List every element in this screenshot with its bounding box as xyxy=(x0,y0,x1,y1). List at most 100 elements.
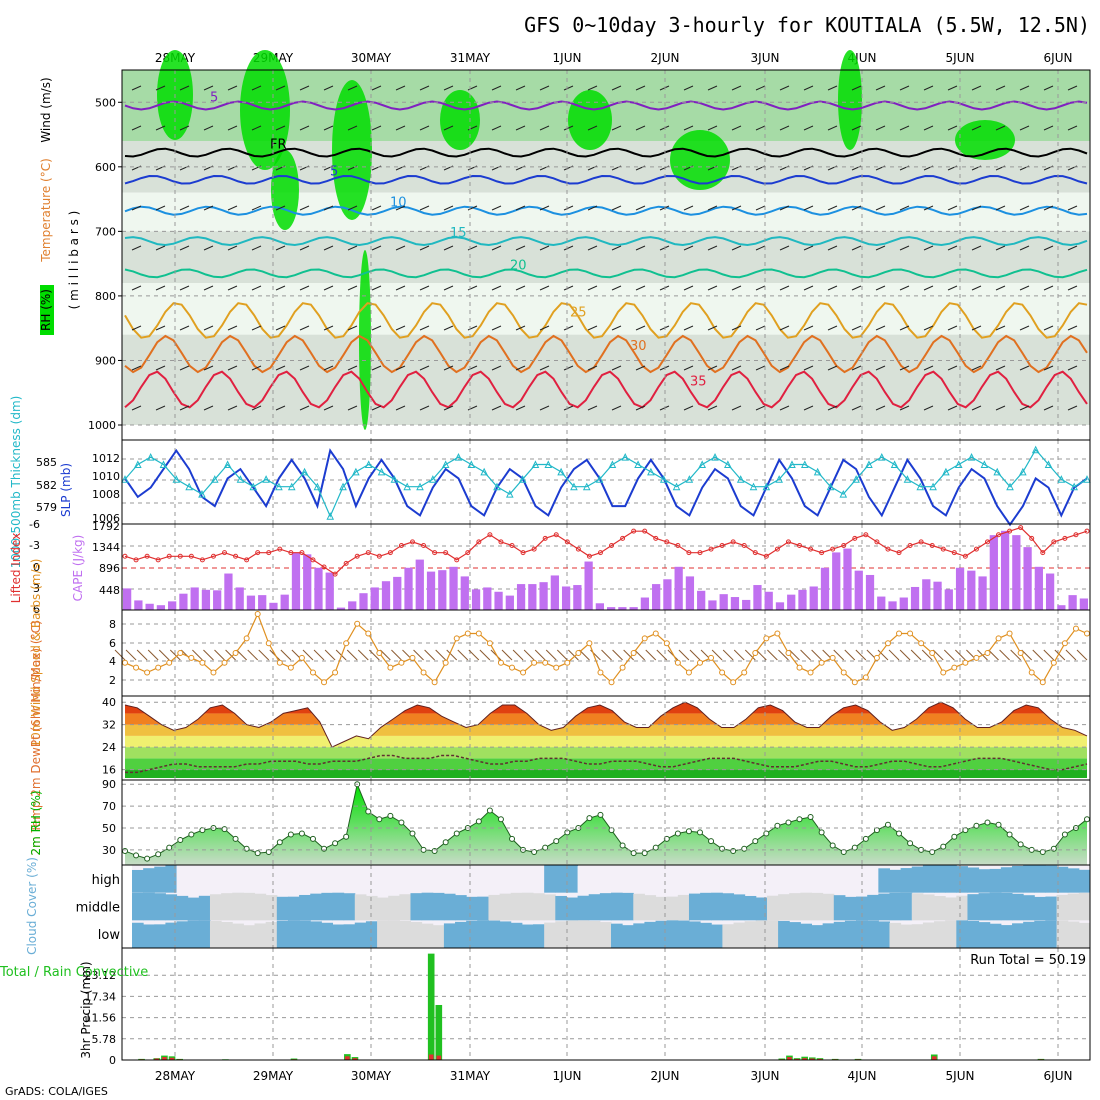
rh-marker xyxy=(708,838,715,845)
lifted-index-marker xyxy=(642,528,648,534)
date-label-top: 3JUN xyxy=(751,51,780,65)
lifted-index-marker xyxy=(973,546,979,552)
wind-speed-marker xyxy=(542,659,549,666)
cloud-cell xyxy=(833,865,846,893)
date-label-bottom: 6JUN xyxy=(1044,1069,1073,1083)
wind-speed-marker xyxy=(630,650,637,656)
y-tick-label: 24 xyxy=(102,741,116,754)
lifted-index-marker xyxy=(421,543,427,548)
wind-barb xyxy=(419,205,430,211)
wind-barb xyxy=(1043,205,1054,211)
cloud-cell xyxy=(399,894,411,921)
cloud-cell xyxy=(377,897,389,921)
wind-barb xyxy=(313,649,325,661)
cloud-cell xyxy=(265,865,278,893)
wind-barb xyxy=(995,325,1006,331)
rh-marker xyxy=(884,821,891,828)
rh-marker xyxy=(276,839,283,846)
wind-barb xyxy=(368,649,380,661)
cloud-cell xyxy=(154,893,166,921)
cloud-cell xyxy=(533,924,545,948)
lifted-index-marker xyxy=(1073,532,1079,538)
cloud-cell xyxy=(443,923,456,948)
lifted-index-marker xyxy=(409,539,415,545)
wind-barb xyxy=(755,245,766,251)
wind-barb xyxy=(875,285,886,291)
wind-speed-marker xyxy=(730,679,737,686)
lifted-index-marker xyxy=(398,543,404,548)
thickness-marker xyxy=(865,460,873,468)
cloud-cell xyxy=(432,892,445,921)
cloud-cell xyxy=(287,920,300,948)
cloud-cell xyxy=(978,893,991,921)
thickness-marker xyxy=(698,460,707,468)
date-label-bottom: 4JUN xyxy=(848,1069,877,1083)
lifted-index-marker xyxy=(177,553,183,559)
wind-barb xyxy=(563,85,574,91)
cloud-cell xyxy=(488,866,501,893)
cloud-cell xyxy=(889,892,902,921)
cloud-cell xyxy=(388,920,400,948)
cape-bar xyxy=(494,591,503,610)
wind-barb xyxy=(395,205,406,211)
wind-barb xyxy=(947,325,958,331)
wind-barb xyxy=(851,365,862,371)
cloud-cell xyxy=(221,869,233,893)
wind-speed-marker xyxy=(243,635,250,642)
cloud-cell xyxy=(1045,920,1058,948)
wind-barb xyxy=(299,365,310,371)
wind-barb xyxy=(611,365,622,371)
lifted-index-marker xyxy=(951,550,957,556)
cape-bar xyxy=(697,590,706,610)
isotherm-label: FR xyxy=(270,138,287,153)
cloud-cell xyxy=(410,922,423,948)
wind-barb xyxy=(731,125,742,131)
wind-speed-marker xyxy=(641,635,648,642)
lifted-index-marker xyxy=(354,553,360,559)
lifted-index-line xyxy=(124,526,1088,575)
lifted-index-marker xyxy=(841,543,847,548)
date-label-bottom: 30MAY xyxy=(351,1069,392,1083)
wind-speed-marker xyxy=(862,674,869,681)
cloud-cell xyxy=(833,921,846,948)
wind-barb xyxy=(844,649,856,661)
rh-marker xyxy=(321,845,328,852)
wind-barb xyxy=(251,245,262,251)
wind-speed-marker xyxy=(166,659,173,666)
wind-barb xyxy=(203,325,214,331)
wind-barb xyxy=(635,85,646,91)
wind-barb xyxy=(443,125,454,131)
wind-barb xyxy=(419,365,430,371)
cloud-cell xyxy=(410,893,423,921)
wind-speed-marker xyxy=(907,630,914,637)
rh-marker xyxy=(774,822,781,829)
wind-speed-marker xyxy=(962,659,969,666)
cloud-cell xyxy=(187,865,200,893)
cloud-cell xyxy=(722,893,735,921)
thickness-marker xyxy=(249,482,258,491)
wind-speed-marker xyxy=(597,669,604,676)
rh-marker xyxy=(597,811,604,818)
thickness-marker xyxy=(210,475,219,483)
cloud-cell xyxy=(1056,866,1069,893)
cloud-cell xyxy=(822,865,835,893)
rh-marker xyxy=(188,831,195,838)
lifted-index-marker xyxy=(465,550,471,556)
rh-marker xyxy=(431,847,438,854)
wind-barb xyxy=(563,285,574,291)
cloud-cell xyxy=(811,925,824,948)
cloud-cell xyxy=(945,920,957,948)
cloud-cell xyxy=(956,895,968,921)
cloud-cell xyxy=(321,892,334,921)
cloud-cell xyxy=(544,922,556,948)
cloud-cell xyxy=(722,866,735,893)
wind-barb xyxy=(1067,405,1078,411)
cloud-cell xyxy=(700,869,712,893)
cape-tick-label: 1344 xyxy=(92,541,120,554)
panel-frame xyxy=(121,947,1091,1061)
rh-marker xyxy=(973,822,980,829)
cloud-cell xyxy=(332,924,345,948)
wind-barb xyxy=(323,245,334,251)
wind-barb xyxy=(545,649,557,661)
wind-speed-marker xyxy=(840,669,847,676)
